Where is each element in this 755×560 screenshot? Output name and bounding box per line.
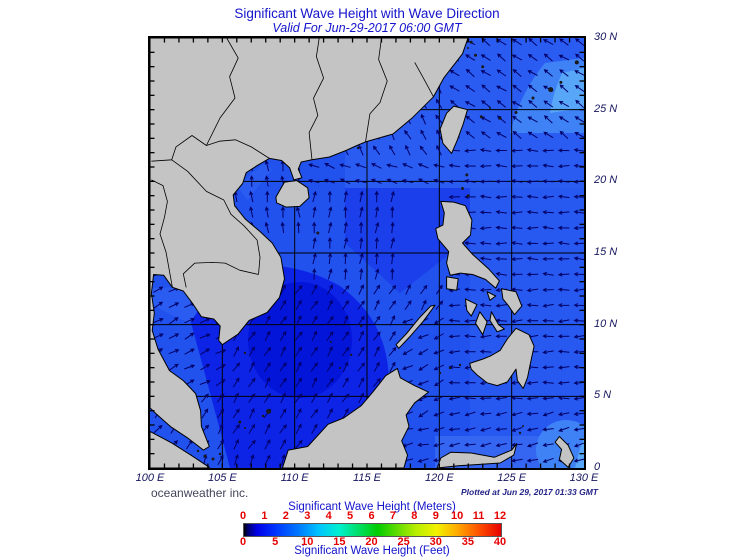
hainan-island <box>275 180 310 208</box>
samar-leyte <box>501 288 523 316</box>
cebu-bohol <box>489 311 505 333</box>
feet-tick-label: 15 <box>333 536 346 548</box>
wave-height-colorbar <box>243 523 502 537</box>
feet-tick-label: 40 <box>493 536 507 548</box>
feet-tick-label: 0 <box>239 536 247 548</box>
meters-tick-label: 2 <box>282 510 289 522</box>
meters-tick-label: 6 <box>368 510 375 522</box>
feet-tick-label: 30 <box>429 536 442 548</box>
small-islands <box>196 40 579 461</box>
meters-tick-label: 5 <box>347 510 354 522</box>
meters-tick-label: 12 <box>493 510 507 522</box>
legend-feet-title: Significant Wave Height (Feet) <box>294 545 450 557</box>
meters-tick-label: 8 <box>411 510 418 522</box>
meters-tick-label: 4 <box>325 510 332 522</box>
feet-tick-label: 20 <box>365 536 378 548</box>
meters-tick-label: 11 <box>472 510 485 522</box>
lat-axis-label: 10 N <box>594 317 618 330</box>
legend-meters-title: Significant Wave Height (Meters) <box>288 501 456 513</box>
masbate <box>486 291 497 301</box>
lon-axis-label: 115 E <box>353 472 381 484</box>
lat-axis-label: 25 N <box>594 102 618 115</box>
meters-tick-label: 1 <box>261 510 268 522</box>
meters-tick-label: 9 <box>432 510 439 522</box>
lon-axis-label: 105 E <box>207 472 237 484</box>
feet-tick-label: 10 <box>301 536 314 548</box>
feet-tick-label: 25 <box>397 536 410 548</box>
valid-time-subtitle: Valid For Jun-29-2017 06:00 GMT <box>272 21 462 35</box>
asia-mainland <box>150 38 469 451</box>
meters-tick-label: 10 <box>451 510 464 522</box>
feet-tick-label: 35 <box>461 536 474 548</box>
lat-axis-label: 20 N <box>594 174 618 187</box>
oceanweather-credit: oceanweather inc. <box>151 486 249 500</box>
page-title: Significant Wave Height with Wave Direct… <box>234 6 500 21</box>
feet-tick-label: 5 <box>272 536 279 548</box>
country-borders <box>151 38 434 288</box>
sumatra <box>150 430 210 468</box>
land-masses <box>150 38 579 468</box>
mindoro <box>446 276 459 291</box>
luzon <box>435 200 500 289</box>
sulawesi <box>436 443 518 468</box>
negros <box>475 311 488 336</box>
panay <box>464 298 478 317</box>
meters-tick-label: 7 <box>389 510 396 522</box>
mindanao <box>469 327 535 389</box>
lon-axis-label: 125 E <box>497 472 527 484</box>
lat-axis-label: 0 <box>594 461 601 473</box>
wave-height-map <box>150 38 584 468</box>
lon-axis-label: 120 E <box>424 472 454 484</box>
lon-axis-label: 100 E <box>135 472 165 484</box>
lon-axis-label: 110 E <box>280 472 309 484</box>
borneo <box>281 367 429 468</box>
taiwan-island <box>439 105 468 154</box>
meters-tick-label: 0 <box>239 510 247 522</box>
lat-axis-label: 30 N <box>594 31 618 43</box>
meters-tick-label: 3 <box>304 510 311 522</box>
map-edge-ticks <box>150 38 584 468</box>
halmahera <box>554 436 575 468</box>
lon-axis-label: 130 E <box>569 472 599 484</box>
lat-axis-label: 5 N <box>594 389 612 402</box>
palawan <box>395 304 436 349</box>
plotted-timestamp: Plotted at Jun 29, 2017 01:33 GMT <box>461 487 598 497</box>
lat-axis-label: 15 N <box>594 246 618 258</box>
